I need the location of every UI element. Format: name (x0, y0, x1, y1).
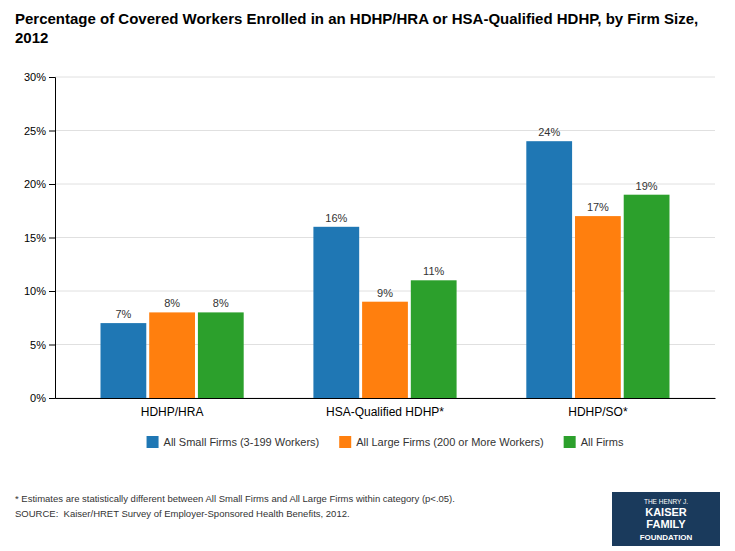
grid (55, 77, 715, 398)
y-tick: 10% (24, 285, 55, 297)
legend-swatch (147, 436, 159, 448)
y-tick-label: 20% (24, 178, 46, 190)
legend: All Small Firms (3-199 Workers) All Large… (147, 436, 624, 448)
y-tick-mark (49, 238, 55, 239)
legend-label: All Firms (581, 436, 624, 448)
chart: Percentage of Covered Workers Enrolled i… (0, 0, 735, 551)
y-axis: 0% 5% 10% 15% 20% 25% 30% (24, 71, 56, 404)
title: Percentage of Covered Workers Enrolled i… (15, 10, 702, 46)
data-label: 24% (538, 126, 560, 138)
bars (101, 141, 670, 398)
grid-line (55, 77, 715, 78)
data-label: 11% (423, 265, 444, 277)
y-tick-label: 30% (24, 71, 46, 83)
data-label: 7% (115, 308, 131, 320)
bar (411, 280, 457, 398)
bar (313, 227, 359, 398)
legend-label: All Small Firms (3-199 Workers) (164, 436, 320, 448)
x-tick: HSA-Qualified HDHP* (326, 405, 444, 419)
grid-line (55, 184, 715, 185)
legend-item: All Large Firms (200 or More Workers) (339, 436, 543, 448)
grid-line (55, 130, 715, 131)
data-label: 8% (213, 297, 229, 309)
x-tick: HDHP/HRA (141, 405, 204, 419)
y-tick-label: 25% (24, 125, 46, 137)
footnote: SOURCE: Kaiser/HRET Survey of Employer-S… (15, 508, 350, 519)
y-tick-mark (49, 131, 55, 132)
x-axis-line (56, 398, 716, 399)
legend-swatch (564, 436, 576, 448)
y-tick-mark (49, 291, 55, 292)
logo-box (612, 492, 720, 546)
y-tick-mark (49, 345, 55, 346)
y-tick-mark (49, 398, 55, 399)
y-tick-label: 0% (30, 392, 46, 404)
legend-item: All Small Firms (3-199 Workers) (147, 436, 320, 448)
logo-text: THE HENRY J. (644, 498, 688, 505)
bar (198, 312, 244, 398)
data-label: 19% (636, 180, 658, 192)
legend-swatch (339, 436, 351, 448)
data-labels: 7% 16% 24% 8% 9% 17% 8% 11% 19% (115, 126, 657, 320)
legend-label: All Large Firms (200 or More Workers) (356, 436, 543, 448)
y-tick: 5% (30, 339, 55, 351)
bar (526, 141, 572, 398)
y-tick: 0% (30, 392, 55, 404)
x-tick-label: HSA-Qualified HDHP* (326, 405, 444, 419)
bar (575, 216, 621, 398)
bar (101, 323, 147, 398)
y-tick-label: 15% (24, 232, 46, 244)
logo-text: FOUNDATION (640, 533, 693, 542)
bar (362, 302, 408, 398)
y-tick-label: 10% (24, 285, 46, 297)
y-tick-mark (49, 77, 55, 78)
x-tick-label: HDHP/HRA (141, 405, 204, 419)
bar (624, 195, 670, 398)
logo-text: KAISER (645, 506, 687, 518)
y-tick: 30% (24, 71, 55, 83)
y-tick-mark (49, 184, 55, 185)
data-label: 17% (587, 201, 609, 213)
data-label: 16% (325, 212, 347, 224)
y-tick: 15% (24, 232, 55, 244)
data-label: 8% (164, 297, 180, 309)
x-axis: HDHP/HRA HSA-Qualified HDHP* HDHP/SO* (56, 399, 716, 419)
y-axis-line (49, 78, 56, 399)
bar (149, 312, 195, 398)
x-tick-label: HDHP/SO* (568, 405, 628, 419)
x-tick: HDHP/SO* (568, 405, 628, 419)
footnote: * Estimates are statistically different … (15, 493, 455, 504)
legend-item: All Firms (564, 436, 624, 448)
y-tick: 25% (24, 125, 55, 137)
logo-text: FAMILY (646, 518, 686, 530)
logo: THE HENRY J.KAISERFAMILY FOUNDATION (612, 492, 720, 546)
y-tick-label: 5% (30, 339, 46, 351)
data-label: 9% (377, 287, 393, 299)
y-tick: 20% (24, 178, 55, 190)
